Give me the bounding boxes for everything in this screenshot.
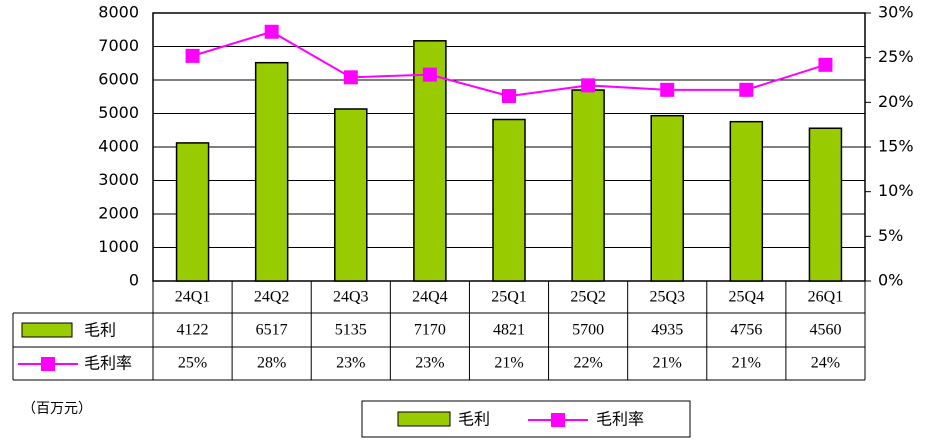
line-marker [581, 78, 596, 93]
table-value: 23% [336, 355, 365, 372]
x-tick-label: 26Q1 [808, 289, 844, 306]
row-label: 毛利 [84, 321, 116, 340]
y-tick-label: 8000 [98, 3, 139, 22]
line-marker [422, 67, 437, 82]
line-marker [660, 82, 675, 97]
y2-tick-label: 30% [878, 3, 914, 22]
y-tick-label: 5000 [98, 103, 139, 122]
x-tick-label: 25Q3 [649, 289, 685, 306]
bar [571, 89, 605, 282]
y-tick-label: 6000 [98, 70, 139, 89]
x-tick-label: 24Q1 [175, 289, 211, 306]
table-value: 5135 [335, 322, 367, 339]
x-tick-label: 24Q3 [333, 289, 369, 306]
legend-marker [551, 413, 565, 427]
table-value: 4821 [493, 322, 525, 339]
line-marker [502, 89, 516, 104]
legend-label: 毛利 [458, 410, 490, 429]
y-tick-label: 4000 [98, 137, 139, 156]
table-value: 21% [653, 355, 682, 372]
legend-swatch [21, 322, 73, 338]
y2-tick-label: 0% [878, 271, 903, 290]
bar [175, 142, 210, 282]
table-value: 21% [494, 355, 523, 372]
x-tick-label: 24Q2 [254, 289, 290, 306]
table-value: 4935 [651, 322, 683, 339]
bar [254, 61, 289, 282]
y2-tick-label: 25% [878, 47, 914, 66]
y2-tick-label: 20% [878, 92, 914, 111]
line-marker [343, 70, 358, 85]
x-tick-label: 25Q4 [729, 289, 765, 306]
table-value: 21% [732, 355, 761, 372]
y-tick-label: 3000 [98, 170, 139, 189]
table-value: 28% [257, 355, 286, 372]
y-tick-label: 7000 [98, 36, 139, 55]
table-value: 7170 [414, 322, 446, 339]
table-value: 24% [811, 355, 840, 372]
legend-label: 毛利率 [596, 410, 644, 429]
table-value: 4560 [809, 322, 841, 339]
table-value: 25% [178, 355, 207, 372]
line-marker [818, 57, 833, 72]
row-label: 毛利率 [84, 354, 132, 373]
bar [334, 108, 368, 282]
y2-tick-label: 15% [878, 137, 914, 156]
table-value: 4122 [177, 322, 209, 339]
table-value: 4756 [730, 322, 762, 339]
table-value: 6517 [256, 322, 288, 339]
legend-marker [41, 357, 55, 371]
x-tick-label: 25Q2 [570, 289, 606, 306]
bar [650, 114, 684, 282]
bar [492, 118, 526, 282]
bar [729, 120, 764, 282]
legend-swatch [397, 411, 451, 427]
y2-tick-label: 10% [878, 181, 914, 200]
line-marker [185, 48, 200, 63]
x-tick-label: 25Q1 [491, 289, 527, 306]
line-marker [739, 82, 754, 97]
table-value: 23% [415, 355, 444, 372]
table-value: 22% [573, 355, 602, 372]
bar [808, 127, 843, 282]
x-tick-label: 24Q4 [412, 289, 448, 306]
y-tick-label: 2000 [98, 204, 139, 223]
unit-note: （百万元） [22, 401, 92, 417]
y-tick-label: 1000 [98, 237, 139, 256]
y2-tick-label: 5% [878, 226, 903, 245]
line-marker [264, 24, 279, 39]
table-value: 5700 [572, 322, 604, 339]
y-tick-label: 0 [129, 271, 139, 290]
